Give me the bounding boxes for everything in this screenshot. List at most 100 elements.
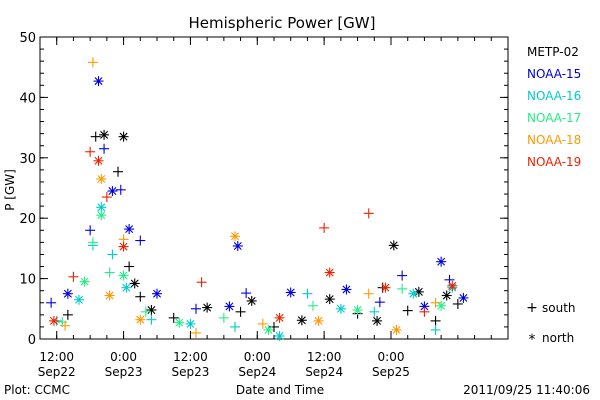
data-point-metp-02 <box>235 306 246 317</box>
data-point-metp-02 <box>452 298 463 309</box>
data-point-noaa-19 <box>85 146 96 157</box>
data-point-metp-02 <box>62 309 73 320</box>
x-tick-date-label: Sep23 <box>105 365 143 379</box>
data-point-noaa-16 <box>274 330 285 341</box>
data-point-noaa-19 <box>419 306 430 317</box>
data-points <box>46 57 469 341</box>
data-point-noaa-17 <box>79 276 90 287</box>
data-point-noaa-16 <box>107 249 118 260</box>
data-point-noaa-19 <box>118 241 129 252</box>
data-point-noaa-15 <box>115 184 126 195</box>
data-point-metp-02 <box>90 131 101 142</box>
data-point-metp-02 <box>246 295 257 306</box>
y-axis-ticks: 0 10 20 30 40 50 <box>19 31 508 348</box>
data-point-noaa-18 <box>60 320 71 331</box>
data-point-noaa-16 <box>335 303 346 314</box>
chart-title: Hemispheric Power [GW] <box>189 14 376 32</box>
data-point-noaa-15 <box>436 256 447 267</box>
data-point-noaa-15 <box>85 225 96 236</box>
data-point-noaa-15 <box>419 301 430 312</box>
legend-entry-noaa-17: NOAA-17 <box>527 111 581 125</box>
data-point-noaa-18 <box>363 288 374 299</box>
data-point-noaa-19 <box>447 280 458 291</box>
data-point-noaa-19 <box>93 155 104 166</box>
marker-legend-south-label: south <box>542 301 576 315</box>
data-point-noaa-17 <box>174 317 185 328</box>
data-point-noaa-17 <box>436 300 447 311</box>
x-tick-date-label: Sep24 <box>305 365 343 379</box>
data-point-noaa-15 <box>152 288 162 299</box>
y-tick-label: 10 <box>19 273 36 288</box>
marker-legend: + south * north <box>526 300 575 348</box>
data-point-metp-02 <box>124 261 135 272</box>
marker-legend-south-symbol: + <box>526 300 538 316</box>
legend-entry-noaa-16: NOAA-16 <box>527 89 581 103</box>
data-point-metp-02 <box>388 240 399 251</box>
data-point-noaa-19 <box>274 312 285 323</box>
data-point-noaa-15 <box>341 284 352 295</box>
x-tick-time-label: 0:00 <box>110 350 137 364</box>
data-point-noaa-17 <box>263 324 274 335</box>
data-point-noaa-15 <box>458 292 469 303</box>
data-point-noaa-16 <box>74 294 84 305</box>
legend-entry-noaa-19: NOAA-19 <box>527 155 581 169</box>
data-point-noaa-18 <box>230 231 240 242</box>
data-point-noaa-19 <box>363 208 374 219</box>
data-point-noaa-17 <box>352 305 363 316</box>
x-tick-time-label: 12:00 <box>307 350 342 364</box>
data-point-noaa-18 <box>313 315 324 326</box>
y-tick-label: 30 <box>19 152 36 167</box>
data-point-metp-02 <box>296 315 307 326</box>
data-point-metp-02 <box>441 290 452 301</box>
marker-legend-north-label: north <box>542 331 574 345</box>
x-axis-ticks: 12:00Sep220:00Sep2312:00Sep230:00Sep2412… <box>38 37 509 379</box>
data-point-noaa-17 <box>118 270 129 281</box>
data-point-metp-02 <box>99 129 110 140</box>
x-axis-label: Date and Time <box>236 383 324 397</box>
data-point-noaa-19 <box>101 192 112 203</box>
data-point-noaa-15 <box>99 143 110 154</box>
data-point-noaa-17 <box>104 267 115 278</box>
data-point-metp-02 <box>168 312 179 323</box>
data-point-noaa-15 <box>46 297 57 308</box>
data-point-metp-02 <box>430 315 441 326</box>
data-point-noaa-15 <box>135 235 146 246</box>
data-point-metp-02 <box>269 321 279 332</box>
data-point-noaa-16 <box>146 314 157 325</box>
data-point-metp-02 <box>118 131 129 142</box>
data-point-noaa-18 <box>257 318 268 329</box>
data-point-noaa-16 <box>121 282 132 293</box>
data-point-noaa-18 <box>135 314 146 325</box>
data-point-noaa-19 <box>319 222 330 233</box>
x-tick-date-label: Sep22 <box>38 365 76 379</box>
data-point-noaa-18 <box>391 324 402 335</box>
data-point-noaa-15 <box>62 288 73 299</box>
data-point-noaa-15 <box>93 76 104 87</box>
legend-entry-noaa-18: NOAA-18 <box>527 133 581 147</box>
x-tick-time-label: 12:00 <box>39 350 74 364</box>
data-point-noaa-17 <box>308 300 318 311</box>
data-point-noaa-17 <box>140 306 151 317</box>
legend: METP-02 NOAA-15 NOAA-16 NOAA-17 NOAA-18 NOAA-… <box>527 45 581 169</box>
data-point-noaa-18 <box>104 290 115 301</box>
data-point-noaa-15 <box>397 270 408 281</box>
data-point-noaa-19 <box>324 267 335 278</box>
data-point-noaa-19 <box>380 282 391 293</box>
data-point-noaa-18 <box>87 57 98 68</box>
data-point-metp-02 <box>113 166 123 177</box>
data-point-metp-02 <box>202 302 213 313</box>
data-point-noaa-17 <box>87 237 98 248</box>
x-tick-time-label: 0:00 <box>244 350 271 364</box>
data-point-noaa-15 <box>374 297 385 308</box>
y-tick-label: 50 <box>19 31 36 46</box>
data-point-metp-02 <box>129 278 140 289</box>
data-point-noaa-19 <box>48 315 59 326</box>
x-tick-date-label: Sep23 <box>171 365 209 379</box>
data-point-noaa-15 <box>241 288 252 299</box>
data-point-noaa-19 <box>68 271 79 282</box>
data-point-noaa-17 <box>96 210 107 221</box>
legend-entry-noaa-15: NOAA-15 <box>527 67 581 81</box>
data-point-metp-02 <box>402 305 413 316</box>
data-point-noaa-15 <box>191 303 201 314</box>
